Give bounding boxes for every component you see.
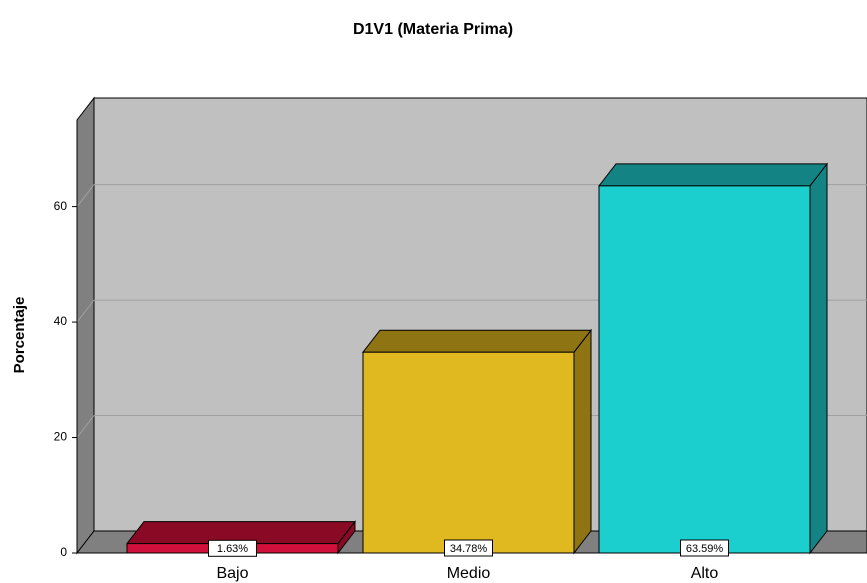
- value-label: 1.63%: [217, 543, 248, 555]
- value-label-box: [680, 539, 729, 557]
- y-tick-label: 0: [60, 545, 67, 559]
- grid-line: [76, 299, 95, 323]
- y-tick-label: 20: [54, 430, 68, 444]
- x-tick-label: Alto: [691, 565, 719, 582]
- chart-title: D1V1 (Materia Prima): [353, 21, 513, 38]
- y-axis-title: Porcentaje: [11, 297, 28, 374]
- bar-top: [597, 163, 829, 187]
- grid-line: [76, 184, 95, 207]
- x-tick-label: Medio: [447, 565, 491, 582]
- bar: [362, 351, 575, 554]
- bar: [598, 185, 811, 554]
- y-tick-label: 40: [54, 314, 68, 328]
- y-tick-label: 60: [54, 199, 68, 213]
- value-label-box: [208, 539, 257, 557]
- value-label: 34.78%: [450, 543, 488, 555]
- bar-side: [809, 162, 828, 555]
- bar-top: [361, 329, 593, 353]
- value-label-box: [444, 539, 493, 557]
- value-label: 63.59%: [686, 543, 724, 555]
- left-wall: [76, 96, 95, 555]
- x-tick-label: Bajo: [216, 565, 248, 582]
- bar-side: [573, 328, 592, 555]
- grid-line: [76, 415, 95, 438]
